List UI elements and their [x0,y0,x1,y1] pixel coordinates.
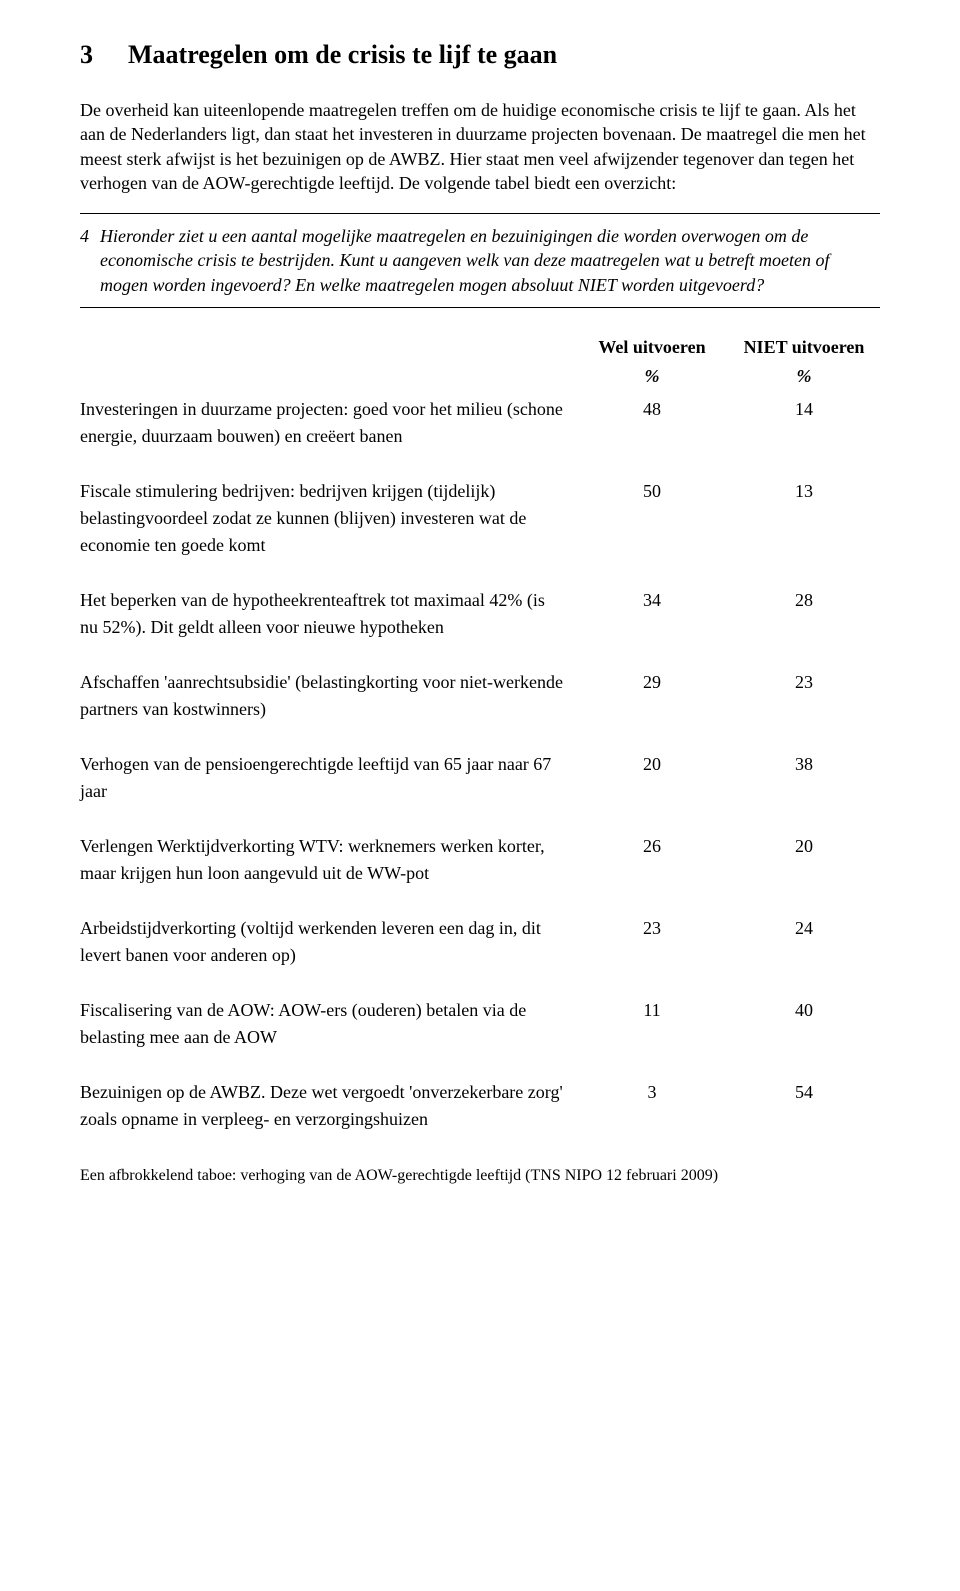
table-row: Investeringen in duurzame projecten: goe… [80,396,880,450]
row-label: Fiscalisering van de AOW: AOW-ers (ouder… [80,997,576,1051]
row-wel: 29 [576,669,728,723]
pct-niet: % [728,363,880,396]
row-niet: 20 [728,833,880,887]
row-spacer [80,969,880,997]
table-row: Afschaffen 'aanrechtsubsidie' (belasting… [80,669,880,723]
row-spacer [80,887,880,915]
footer-text: Een afbrokkelend taboe: verhoging van de… [80,1167,880,1185]
row-wel: 48 [576,396,728,450]
row-spacer [80,723,880,751]
row-spacer [80,1051,880,1079]
header-wel: Wel uitvoeren [576,334,728,363]
row-label: Fiscale stimulering bedrijven: bedrijven… [80,478,576,559]
table-row: Fiscalisering van de AOW: AOW-ers (ouder… [80,997,880,1051]
row-niet: 40 [728,997,880,1051]
row-label: Investeringen in duurzame projecten: goe… [80,396,576,450]
row-label: Verlengen Werktijdverkorting WTV: werkne… [80,833,576,887]
table-row: Arbeidstijdverkorting (voltijd werkenden… [80,915,880,969]
row-wel: 20 [576,751,728,805]
table-row: Verlengen Werktijdverkorting WTV: werkne… [80,833,880,887]
question-block: 4 Hieronder ziet u een aantal mogelijke … [80,213,880,308]
pct-empty [80,363,576,396]
row-niet: 38 [728,751,880,805]
table-percent-row: % % [80,363,880,396]
row-niet: 14 [728,396,880,450]
page-container: 3Maatregelen om de crisis te lijf te gaa… [0,0,960,1215]
pct-wel: % [576,363,728,396]
row-wel: 34 [576,587,728,641]
table-row: Fiscale stimulering bedrijven: bedrijven… [80,478,880,559]
row-wel: 11 [576,997,728,1051]
row-label: Het beperken van de hypotheekrenteaftrek… [80,587,576,641]
row-niet: 13 [728,478,880,559]
row-spacer [80,641,880,669]
table-row: Bezuinigen op de AWBZ. Deze wet vergoedt… [80,1079,880,1133]
results-table: Wel uitvoeren NIET uitvoeren % % Investe… [80,334,880,1133]
row-niet: 54 [728,1079,880,1133]
question-number: 4 [80,224,100,297]
row-niet: 23 [728,669,880,723]
row-spacer [80,450,880,478]
row-wel: 50 [576,478,728,559]
table-header-row: Wel uitvoeren NIET uitvoeren [80,334,880,363]
row-label: Bezuinigen op de AWBZ. Deze wet vergoedt… [80,1079,576,1133]
section-heading: 3Maatregelen om de crisis te lijf te gaa… [80,40,880,70]
row-niet: 28 [728,587,880,641]
header-empty [80,334,576,363]
row-spacer [80,805,880,833]
header-niet: NIET uitvoeren [728,334,880,363]
row-wel: 3 [576,1079,728,1133]
row-label: Afschaffen 'aanrechtsubsidie' (belasting… [80,669,576,723]
row-label: Arbeidstijdverkorting (voltijd werkenden… [80,915,576,969]
question-text: Hieronder ziet u een aantal mogelijke ma… [100,224,880,297]
section-number: 3 [80,40,128,70]
table-row: Verhogen van de pensioengerechtigde leef… [80,751,880,805]
section-title: Maatregelen om de crisis te lijf te gaan [128,40,557,69]
row-wel: 26 [576,833,728,887]
row-niet: 24 [728,915,880,969]
table-row: Het beperken van de hypotheekrenteaftrek… [80,587,880,641]
intro-paragraph: De overheid kan uiteenlopende maatregele… [80,98,880,195]
row-spacer [80,559,880,587]
row-label: Verhogen van de pensioengerechtigde leef… [80,751,576,805]
row-wel: 23 [576,915,728,969]
